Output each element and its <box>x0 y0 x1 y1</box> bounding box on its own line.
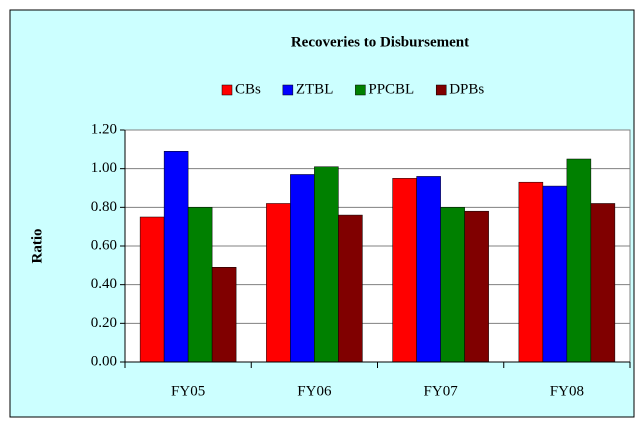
bar <box>566 158 592 363</box>
bar <box>266 203 291 363</box>
legend-label: DPBs <box>449 81 484 97</box>
legend-swatch <box>355 84 366 96</box>
bar <box>392 178 417 363</box>
x-tick-label: FY05 <box>171 383 205 399</box>
legend-swatch <box>282 84 294 96</box>
legend-swatch <box>221 84 233 96</box>
legend-swatch <box>435 84 447 96</box>
y-tick-label: 0.00 <box>91 353 117 369</box>
y-tick-label: 0.80 <box>91 199 117 215</box>
y-tick-label: 0.20 <box>91 315 117 331</box>
y-axis-label: Ratio <box>29 229 45 264</box>
x-tick-label: FY08 <box>550 383 584 399</box>
bar <box>163 151 189 363</box>
bar <box>542 185 568 363</box>
bar <box>290 174 315 363</box>
y-tick-label: 0.60 <box>91 237 117 253</box>
bar <box>211 267 237 363</box>
bar <box>416 176 441 363</box>
bar <box>518 181 544 363</box>
legend-label: PPCBL <box>368 81 414 97</box>
y-tick-label: 0.40 <box>91 276 117 292</box>
y-tick-label: 1.00 <box>91 160 117 176</box>
x-tick-label: FY07 <box>424 383 459 399</box>
y-tick-label: 1.20 <box>91 121 117 137</box>
legend-label: ZTBL <box>296 81 334 97</box>
bar <box>187 207 213 363</box>
x-tick-label: FY06 <box>297 383 332 399</box>
bar <box>590 203 616 363</box>
bar <box>314 166 339 363</box>
bar <box>440 207 465 363</box>
bar <box>338 214 363 363</box>
chart-title: Recoveries to Disbursement <box>291 34 469 50</box>
legend-label: CBs <box>235 81 261 97</box>
bar <box>139 216 165 363</box>
bar <box>464 210 489 363</box>
